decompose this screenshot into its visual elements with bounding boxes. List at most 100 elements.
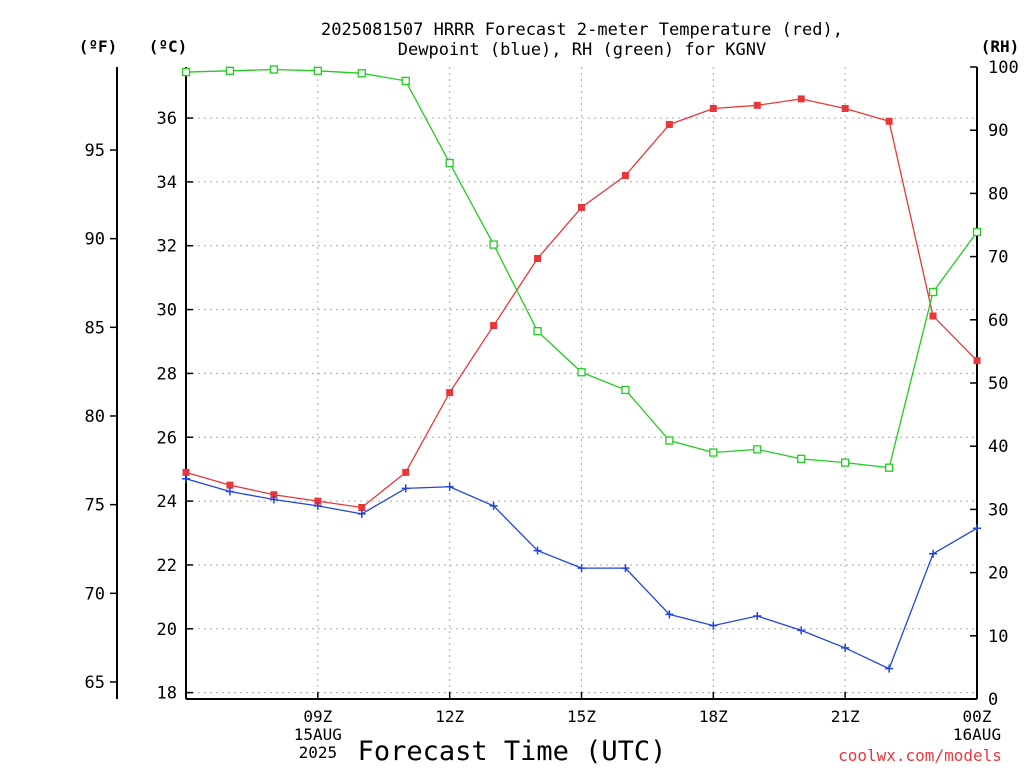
rh-point	[269, 65, 279, 74]
dewpoint-point	[225, 487, 234, 496]
rh-tick-label: 20	[988, 564, 1008, 584]
temperature-point	[797, 95, 805, 103]
temperature-point	[182, 468, 190, 476]
rh-tick-label: 60	[988, 311, 1008, 331]
celsius-tick-label: 36	[157, 109, 177, 129]
rh-point	[313, 66, 322, 75]
dewpoint-point	[621, 564, 630, 573]
rh-tick-label: 30	[988, 500, 1008, 520]
fahrenheit-axis-ticks: 65 70 75 80 85 90 95	[85, 141, 117, 693]
rh-point	[928, 287, 938, 297]
temperature-point	[270, 491, 278, 499]
temperature-point	[490, 322, 498, 330]
temperature-point	[753, 101, 761, 109]
temperature-point	[885, 117, 893, 125]
celsius-tick-label: 24	[157, 492, 177, 512]
axes	[116, 67, 978, 700]
temperature-point	[358, 503, 366, 511]
dewpoint-point	[533, 546, 542, 555]
rh-tick-label: 80	[988, 184, 1008, 204]
rh-point	[225, 66, 235, 75]
temperature-point	[226, 481, 234, 489]
dewpoint-point	[489, 501, 498, 510]
dewpoint-point	[753, 612, 762, 621]
rh-point	[401, 76, 410, 86]
fahrenheit-tick-label: 65	[85, 673, 105, 693]
time-tick-label: 2025	[299, 743, 338, 762]
unit-label-celsius: (ºC)	[149, 37, 188, 56]
time-tick-label: 00Z	[963, 707, 992, 726]
fahrenheit-tick-label: 90	[85, 230, 105, 250]
rh-tick-label: 90	[988, 121, 1008, 141]
dewpoint-point	[313, 501, 322, 510]
dewpoint-point	[182, 474, 190, 483]
title-line-1: 2025081507 HRRR Forecast 2-meter Tempera…	[321, 20, 843, 40]
rh-point	[445, 158, 454, 168]
temperature-point	[709, 104, 717, 112]
time-tick-label: 18Z	[699, 707, 728, 726]
dewpoint-point	[841, 643, 850, 652]
celsius-tick-label: 18	[157, 684, 177, 704]
data-series	[181, 65, 982, 673]
rh-tick-label: 40	[988, 437, 1008, 457]
rh-point	[181, 67, 191, 77]
dewpoint-point	[797, 626, 806, 635]
rh-point	[972, 227, 982, 237]
dewpoint-point	[269, 495, 278, 504]
time-tick-label: 12Z	[435, 707, 464, 726]
temperature-point	[665, 120, 673, 128]
celsius-tick-label: 28	[157, 364, 177, 384]
temperature-point	[446, 389, 454, 397]
temperature-point	[621, 172, 629, 180]
rh-point	[489, 240, 498, 249]
dewpoint-point	[665, 610, 674, 619]
time-tick-label: 15Z	[567, 707, 596, 726]
x-axis-label: Forecast Time (UTC)	[358, 736, 667, 767]
dewpoint-point	[401, 484, 410, 493]
dewpoint-point	[357, 509, 366, 518]
rh-tick-label: 100	[988, 58, 1019, 78]
celsius-tick-label: 22	[157, 556, 177, 576]
rh-point	[797, 454, 806, 463]
time-tick-label: 16AUG	[953, 725, 1001, 744]
rh-point	[357, 69, 366, 78]
rh-point	[533, 327, 542, 336]
time-tick-label: 21Z	[831, 707, 860, 726]
dewpoint-point	[445, 482, 454, 491]
rh-point	[577, 368, 586, 377]
rh-point	[753, 445, 762, 454]
celsius-tick-label: 30	[157, 301, 177, 321]
rh-tick-label: 70	[988, 248, 1008, 268]
celsius-axis-ticks: 18 20 22 24 26 28 30 32 34 36	[157, 109, 193, 704]
celsius-tick-label: 34	[157, 173, 177, 193]
time-tick-label: 09Z	[303, 707, 332, 726]
celsius-tick-label: 26	[157, 428, 177, 448]
title: 2025081507 HRRR Forecast 2-meter Tempera…	[321, 20, 843, 60]
celsius-tick-label: 20	[157, 620, 177, 640]
fahrenheit-tick-label: 80	[85, 407, 105, 427]
unit-label-fahrenheit: (ºF)	[79, 37, 118, 56]
rh-point	[621, 385, 630, 395]
dewpoint-point	[885, 664, 894, 673]
temperature-point	[314, 497, 322, 505]
dewpoint-point	[577, 564, 586, 573]
rh-tick-label: 0	[988, 690, 998, 710]
rh-point	[884, 463, 894, 472]
rh-line	[185, 68, 978, 469]
dewpoint-point	[929, 549, 938, 558]
grid-lines	[186, 67, 978, 699]
celsius-tick-label: 32	[157, 237, 177, 257]
rh-axis-ticks: 0 10 20 30 40 50 60 70 80 90 100	[970, 58, 1019, 710]
temperature-point	[973, 357, 981, 365]
fahrenheit-tick-label: 75	[85, 496, 105, 516]
temperature-point	[578, 203, 585, 211]
fahrenheit-tick-label: 70	[85, 584, 105, 604]
dewpoint-point	[973, 524, 981, 533]
unit-label-rh: (RH)	[981, 37, 1020, 56]
rh-tick-label: 50	[988, 374, 1008, 394]
fahrenheit-tick-label: 85	[85, 318, 105, 338]
temperature-point	[402, 468, 410, 476]
rh-point	[709, 448, 718, 457]
